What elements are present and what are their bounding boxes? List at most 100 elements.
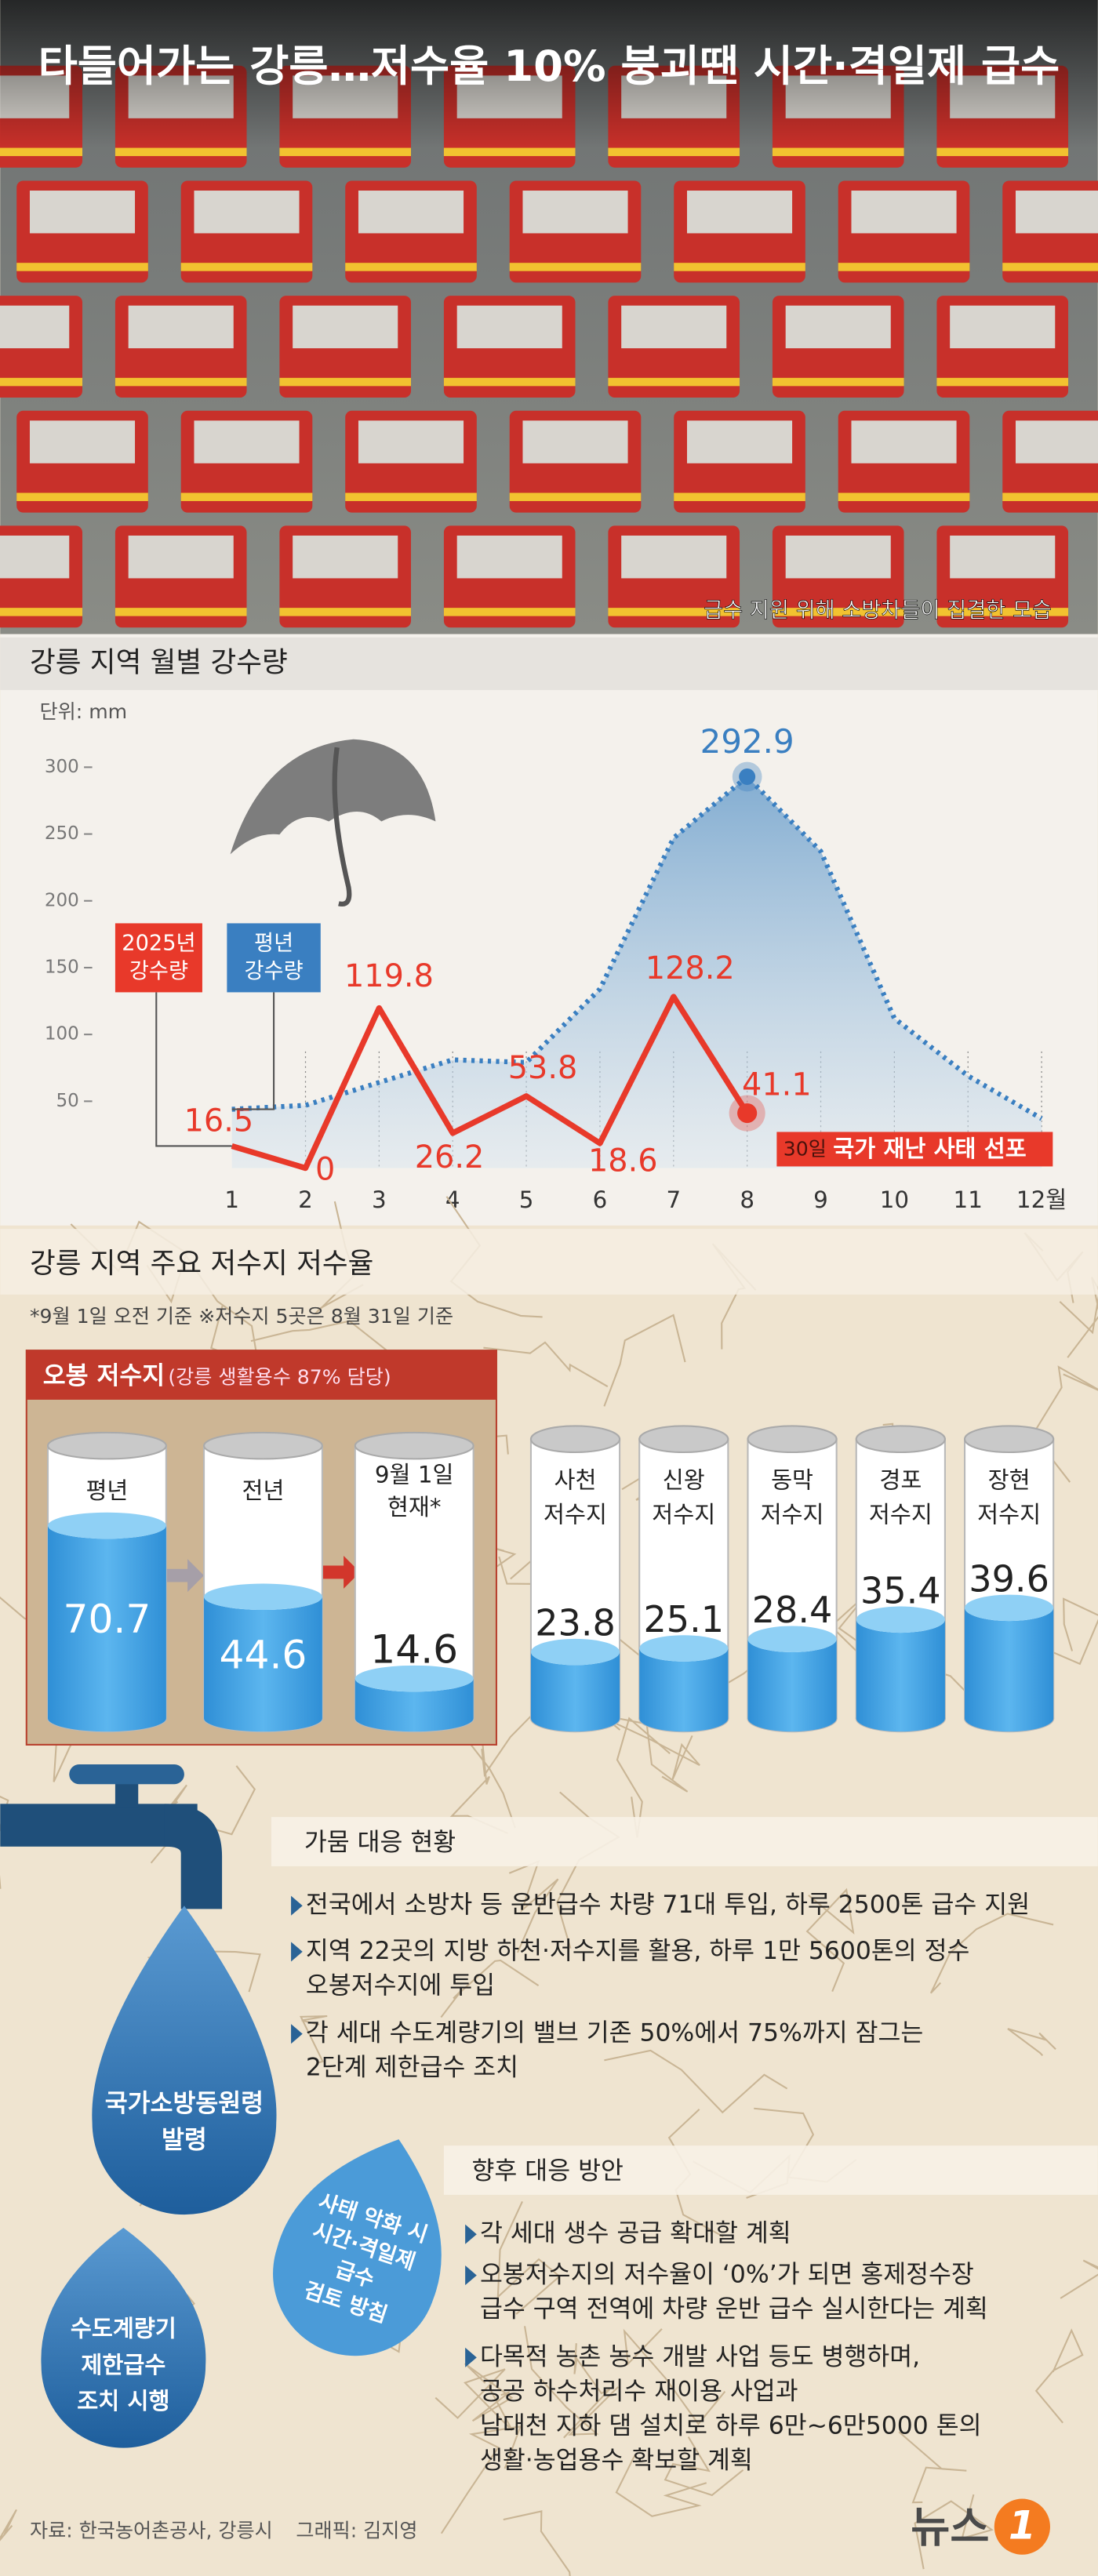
value-label: 53.8 [508,1050,578,1086]
y-tick-label: 200 [45,890,79,910]
x-tick-label: 3 [372,1186,387,1213]
category-label: 장현 저수지 [977,1466,1041,1528]
truck-top [128,535,234,579]
crack [615,2454,707,2517]
truck-top [851,191,957,234]
truck-stripe [772,147,904,157]
obong-chart: 평년 70.7 전년 44.6 9월 1일 현재* 14.6 [46,1431,474,1733]
annotation-text: 국가 재난 사태 선포 [833,1135,1027,1162]
crack [914,2494,994,2570]
truck-top [851,420,957,463]
section-bar [0,1229,1098,1295]
photo-caption: 급수 지원 위해 소방차들이 집결한 모습 [704,598,1052,623]
water-surface [965,1594,1054,1622]
y-tick-label: 50 [56,1091,79,1111]
line [231,774,1043,1121]
crack [299,2015,328,2064]
crack [664,2436,744,2497]
logo: 뉴스 [911,2502,989,2552]
truck-stripe [443,608,576,616]
legend-label: 2025년 강수량 [122,931,195,983]
bullet-text: 오봉저수지의 저수율이 ‘0%’가 되면 홍제정수장 급수 구역 전역에 차량 운… [480,2261,988,2323]
bullet-text: 각 세대 수도계량기의 밸브 기존 50%에서 75%까지 잠그는 2단계 제한급… [306,2019,923,2082]
arrow [317,1555,361,1589]
truck-stripe [0,377,83,387]
truck-stripe [936,147,1069,157]
reservoir-chart: 사천 저수지 23.8 신왕 저수지 25.1 동막 저수지 28.4 경포 저수지 35.4 장현 저수… [529,1425,1055,1733]
truck-stripe [443,377,576,387]
bullet-marker [291,2024,303,2044]
x-tick-label: 9 [813,1186,828,1213]
water-surface [747,1626,837,1653]
truck-top [293,535,398,579]
water [747,1639,837,1732]
value-label: 14.6 [370,1626,458,1673]
truck-top [358,191,464,234]
water-surface [639,1635,729,1662]
rainfall-chart: 50 100 150 200 250 300 1 2 3 4 5 6 7 8 9 10 11 12월 292.9 16… [45,722,1067,1213]
cylinder-top [747,1425,838,1454]
obong-header [26,1350,496,1400]
truck-stripe [0,608,83,616]
truck-top [950,535,1056,579]
value-label: 0 [315,1151,335,1187]
water-surface [856,1606,945,1633]
water-surface [204,1583,322,1611]
x-tick-label: 6 [593,1186,608,1213]
note: *9월 1일 오전 기준 ※저수지 5곳은 8월 31일 기준 [30,1305,453,1328]
truck-stripe [1002,263,1098,271]
truck-stripe [936,377,1069,387]
category-label: 사천 저수지 [544,1466,607,1528]
point [737,1103,758,1124]
crack [440,2425,522,2534]
value-label: 16.5 [184,1103,254,1139]
cylinder-top [638,1425,729,1454]
logo-mark: 1 [1009,2502,1036,2549]
crack [614,1722,700,1781]
crack [603,1313,686,1407]
water [965,1608,1054,1732]
section-title: 강릉 지역 월별 강수량 [30,646,288,678]
obong-subtitle: (강릉 생활용수 87% 담당) [168,1366,391,1389]
value-label: 292.9 [700,722,794,761]
bullet-marker [465,2224,477,2244]
water [530,1651,620,1732]
truck-stripe [772,608,904,616]
x-tick-label: 10 [880,1186,909,1213]
drop-label: 수도계량기 제한급수 조치 시행 [71,2315,176,2414]
water [48,1525,166,1732]
x-tick-label: 1 [224,1186,239,1213]
truck-stripe [608,377,740,387]
section-title: 가뭄 대응 현황 [304,1829,456,1857]
crack [563,2343,611,2439]
truck-top [456,305,562,349]
truck-top [621,535,727,579]
faucet [0,1764,223,1909]
truck-stripe [279,608,412,616]
y-tick-label: 100 [45,1024,79,1045]
bullet-text: 각 세대 생수 공급 확대할 계획 [480,2219,791,2247]
truck-stripe [16,492,148,501]
x-tick-label: 2 [298,1186,313,1213]
cylinder-top [46,1431,167,1460]
x-tick-label: 5 [519,1186,534,1213]
drop-shape [92,1906,277,2215]
bullets: 전국에서 소방차 등 운반급수 차량 71대 투입, 하루 2500톤 급수 지… [291,1891,1030,2474]
drop: 사태 악화 시시간·격일제급수검토 방침 [273,2139,442,2356]
category-label: 평년 [85,1477,128,1504]
truck-stripe [0,147,83,157]
truck-top [785,535,891,579]
x-tick-label: 11 [954,1186,983,1213]
section-bar [0,637,1098,690]
unit: 단위: mm [40,700,128,723]
drop: 수도계량기 제한급수 조치 시행 [41,2227,206,2448]
truck-top [522,191,628,234]
truck-top [29,420,136,463]
truck-top [293,305,398,349]
credit: 그래픽: 김지영 [296,2519,417,2541]
truck-top [456,535,562,579]
obong-title: 오봉 저수지 [43,1362,165,1390]
cylinder-top [202,1431,323,1460]
bullet-marker [465,2347,477,2367]
